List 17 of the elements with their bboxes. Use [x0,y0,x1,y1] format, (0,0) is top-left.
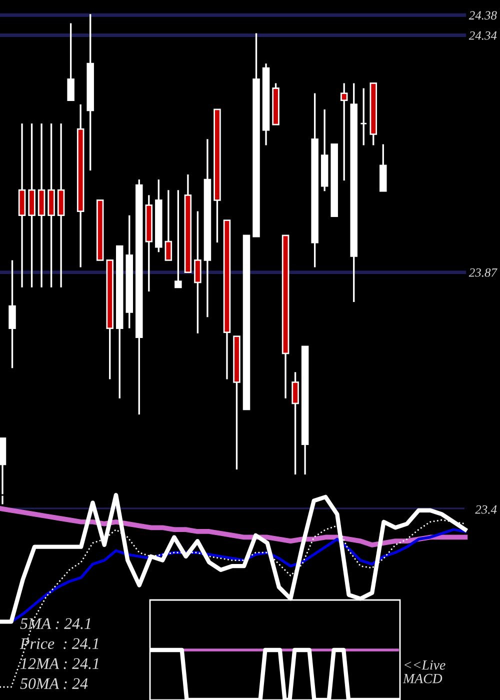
candlestick [8,259,16,369]
annotation: Price : 24.1 [20,638,98,650]
candlestick [67,22,74,102]
y-tick-label: 23.87 [468,268,498,277]
y-tick-label: 24.34 [468,31,497,40]
annotation: 50MA : 24 [20,678,88,690]
annotation: 5MA : 24.1 [20,618,90,630]
candlestick [164,189,172,262]
y-tick-label: 24.38 [468,11,497,20]
candlestick [340,82,348,182]
annotation: 12MA : 24.1 [20,658,98,670]
y-tick-label: 23.4 [475,505,497,514]
annotation: <<Live MACD [402,660,446,684]
candlestick [292,371,299,476]
candlestick [174,189,182,288]
candlestick [360,87,368,146]
candlestick [194,210,202,334]
